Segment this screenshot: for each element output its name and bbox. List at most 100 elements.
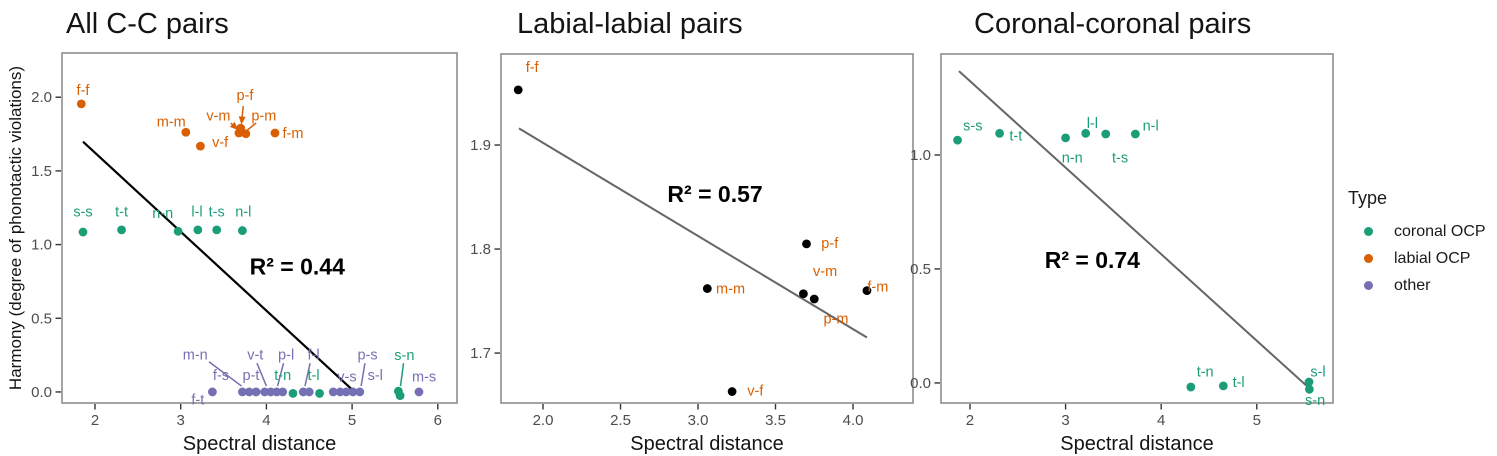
point-label-m-m: m-m bbox=[157, 115, 186, 131]
labial-ocp-dot-icon bbox=[1364, 254, 1373, 263]
x-tick-label: 3 bbox=[1061, 412, 1069, 429]
point-label-s-s: s-s bbox=[963, 118, 982, 134]
trend-line bbox=[958, 70, 1309, 388]
x-tick-label: 4 bbox=[1157, 412, 1165, 429]
x-tick-label: 2.0 bbox=[533, 412, 554, 429]
data-point-f-m bbox=[270, 128, 280, 138]
point-label-t-s: t-s bbox=[209, 204, 225, 220]
legend-item-label: coronal OCP bbox=[1394, 222, 1486, 240]
point-label-s-n: s-n bbox=[1305, 393, 1325, 409]
data-point-s-n bbox=[1304, 384, 1314, 394]
point-label-m-n: m-n bbox=[183, 347, 208, 363]
point-label-n-l: n-l bbox=[1143, 118, 1159, 134]
data-point-v-m bbox=[799, 289, 808, 299]
x-axis-title: Spectral distance bbox=[630, 433, 783, 455]
x-tick-label: 5 bbox=[1253, 412, 1261, 429]
data-point-t-t bbox=[117, 225, 126, 235]
point-label-t-t: t-t bbox=[115, 204, 128, 220]
point-label-t-s: t-s bbox=[1112, 150, 1128, 166]
point-label-f-m: f-m bbox=[867, 279, 888, 295]
leader-line bbox=[276, 363, 285, 387]
data-point-t-n bbox=[1186, 382, 1196, 392]
r-squared-label: R² = 0.74 bbox=[1045, 247, 1140, 273]
point-label-t-n: t-n bbox=[1197, 365, 1214, 381]
point-label-t-t: t-t bbox=[1009, 129, 1022, 145]
trend-line bbox=[82, 140, 356, 393]
point-label-n-n: n-n bbox=[152, 206, 173, 222]
data-point-f-f bbox=[513, 85, 523, 95]
data-point-m-m bbox=[181, 127, 191, 137]
point-label-t-l: t-l bbox=[307, 368, 319, 384]
point-label-p-l: p-l bbox=[278, 347, 294, 363]
point-label-v-s: v-s bbox=[337, 369, 356, 385]
coronal-ocp-dot-icon bbox=[1364, 227, 1373, 236]
x-axis-title: Spectral distance bbox=[1060, 433, 1213, 455]
legend-item-labial-ocp: labial OCP bbox=[1348, 245, 1486, 272]
x-tick-label: 5 bbox=[348, 412, 356, 429]
y-tick-label: 1.0 bbox=[31, 237, 52, 254]
y-tick-label: 1.9 bbox=[470, 137, 491, 154]
data-point bbox=[348, 387, 358, 397]
x-tick-label: 2 bbox=[91, 412, 99, 429]
point-label-t-l: t-l bbox=[1233, 375, 1245, 391]
leader-line bbox=[247, 122, 257, 131]
point-label-p-m: p-m bbox=[251, 109, 276, 125]
data-point-s-l bbox=[1304, 377, 1314, 387]
data-point-s-s bbox=[78, 227, 88, 237]
data-point-p-m bbox=[809, 294, 819, 304]
data-point-m-n bbox=[251, 387, 261, 397]
point-label-p-s: p-s bbox=[357, 347, 377, 363]
leader-line bbox=[360, 363, 366, 387]
data-point-p-s bbox=[355, 387, 365, 397]
panel-border bbox=[61, 52, 458, 404]
data-point-f-s bbox=[238, 387, 247, 397]
point-label-f-t: f-t bbox=[191, 392, 204, 408]
data-point-m-s bbox=[414, 387, 424, 397]
leader-line bbox=[304, 363, 311, 387]
legend-title: Type bbox=[1348, 188, 1388, 208]
point-label-f-f: f-f bbox=[77, 83, 91, 99]
point-label-p-m: p-m bbox=[823, 312, 848, 328]
data-point-f-t bbox=[208, 387, 217, 397]
x-tick-label: 3.5 bbox=[765, 412, 786, 429]
data-point-n-n bbox=[173, 226, 183, 236]
leader-line bbox=[238, 105, 246, 125]
point-label-s-n: s-n bbox=[394, 348, 414, 364]
data-point-t-t bbox=[995, 128, 1005, 138]
point-label-p-f: p-f bbox=[237, 88, 255, 104]
panel-border bbox=[500, 53, 914, 404]
y-tick-label: 0.0 bbox=[910, 375, 931, 392]
data-point-p-f bbox=[802, 239, 811, 249]
other-dot-icon bbox=[1364, 281, 1373, 290]
data-point-v-f bbox=[196, 141, 205, 151]
y-tick-label: 1.8 bbox=[470, 241, 491, 258]
data-point-s-s bbox=[953, 135, 962, 145]
data-point-v-s bbox=[328, 387, 338, 397]
x-tick-label: 6 bbox=[434, 412, 442, 429]
y-tick-label: 1.5 bbox=[31, 163, 52, 180]
x-tick-label: 2 bbox=[966, 412, 974, 429]
point-label-v-m: v-m bbox=[206, 109, 230, 125]
data-point-v-f bbox=[727, 387, 737, 396]
data-point-m-m bbox=[702, 284, 712, 293]
panel-border bbox=[940, 53, 1334, 404]
chart-title: Coronal-coronal pairs bbox=[974, 8, 1251, 40]
data-point-n-l bbox=[1130, 129, 1140, 139]
data-point-n-l bbox=[238, 226, 247, 235]
point-label-m-m: m-m bbox=[716, 282, 745, 298]
data-point-s-n bbox=[395, 391, 405, 401]
point-label-l-l: l-l bbox=[1087, 116, 1098, 132]
point-label-p-f: p-f bbox=[821, 236, 839, 252]
leader-line bbox=[229, 121, 238, 130]
x-tick-label: 4.0 bbox=[843, 412, 864, 429]
point-label-n-l: n-l bbox=[235, 204, 251, 220]
data-point-l-l bbox=[193, 225, 203, 235]
point-label-m-s: m-s bbox=[412, 369, 436, 385]
data-point-p-t bbox=[244, 387, 254, 397]
data-point-t-s bbox=[1101, 129, 1111, 139]
point-label-s-l: s-l bbox=[368, 368, 383, 384]
point-label-s-l: s-l bbox=[1310, 365, 1325, 381]
chart-0: All C-C pairs 2 3 4 5 6 0.0 0.5 1.0 1.5 2.0 Spectra… bbox=[31, 8, 458, 455]
